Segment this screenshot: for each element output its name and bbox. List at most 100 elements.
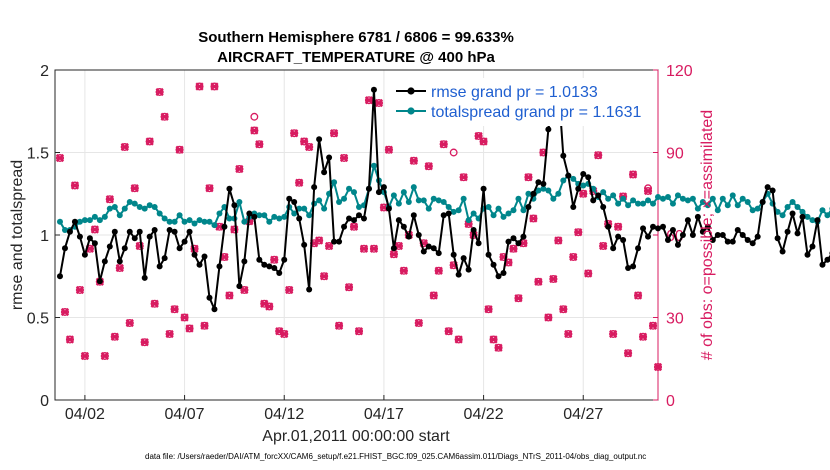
rmse-point xyxy=(326,154,333,161)
totalspread-point xyxy=(355,203,362,210)
obs-assimilated-marker xyxy=(130,184,139,193)
totalspread-point xyxy=(281,213,288,220)
obs-assimilated-marker xyxy=(339,153,349,163)
totalspread-point xyxy=(161,215,168,222)
obs-count-markers xyxy=(55,82,663,372)
rmse-point xyxy=(674,241,681,248)
rmse-point xyxy=(76,233,83,240)
rmse-point xyxy=(276,269,283,276)
obs-assimilated-marker xyxy=(524,173,533,182)
rmse-point xyxy=(560,152,567,159)
obs-assimilated-marker xyxy=(509,244,518,253)
rmse-point xyxy=(291,199,298,205)
rmse-point xyxy=(445,210,452,217)
obs-assimilated-marker xyxy=(160,112,169,121)
obs-assimilated-marker xyxy=(334,321,344,330)
totalspread-point xyxy=(719,195,726,202)
obs-assimilated-marker xyxy=(225,291,234,300)
totalspread-point xyxy=(236,199,243,205)
obs-assimilated-marker xyxy=(195,82,204,91)
obs-assimilated-marker xyxy=(315,236,324,245)
rmse-point xyxy=(196,261,203,268)
totalspread-point xyxy=(176,212,183,219)
totalspread-point xyxy=(171,218,178,225)
rmse-point xyxy=(724,238,731,245)
rmse-point xyxy=(211,306,218,313)
legend: rmse grand pr = 1.0133 totalspread grand… xyxy=(390,78,648,126)
rmse-point xyxy=(206,294,213,301)
totalspread-point xyxy=(799,208,806,215)
rmse-point xyxy=(779,248,786,255)
obs-assimilated-marker xyxy=(484,305,493,314)
rmse-point xyxy=(729,238,736,245)
totalspread-point xyxy=(181,218,188,225)
totalspread-point xyxy=(306,212,313,219)
obs-assimilated-marker xyxy=(414,318,423,328)
obs-assimilated-marker xyxy=(265,302,274,311)
rmse-point xyxy=(575,185,582,192)
rmse-point xyxy=(171,228,178,235)
totalspread-point xyxy=(435,197,442,204)
y-tick-label: 0.5 xyxy=(27,311,49,328)
rmse-point xyxy=(61,245,68,252)
rmse-point xyxy=(56,273,63,280)
obs-assimilated-marker xyxy=(459,173,468,182)
rmse-point xyxy=(759,199,766,205)
rmse-point xyxy=(505,238,512,245)
totalspread-point xyxy=(151,203,158,210)
rmse-point xyxy=(520,233,527,240)
obs-assimilated-marker xyxy=(125,318,134,328)
rmse-point xyxy=(485,251,492,258)
obs-assimilated-marker xyxy=(434,266,443,275)
rmse-point xyxy=(321,169,328,176)
legend-rmse-label: rmse grand pr = 1.0133 xyxy=(431,84,598,101)
totalspread-point xyxy=(336,199,343,205)
totalspread-point xyxy=(156,210,163,217)
obs-assimilated-marker xyxy=(255,140,264,149)
rmse-point xyxy=(650,223,657,230)
totalspread-point xyxy=(490,212,497,219)
obs-assimilated-marker xyxy=(110,332,119,341)
totalspread-point xyxy=(650,200,657,207)
totalspread-point xyxy=(191,220,198,227)
rmse-point xyxy=(156,263,163,270)
totalspread-point xyxy=(196,217,203,224)
totalspread-point xyxy=(555,190,562,197)
totalspread-point xyxy=(111,203,118,210)
rmse-point xyxy=(525,203,532,210)
rmse-point xyxy=(490,261,497,268)
totalspread-point xyxy=(390,192,397,199)
totalspread-point xyxy=(620,195,627,202)
rmse-point xyxy=(336,238,343,245)
obs-assimilated-marker xyxy=(633,291,643,300)
obs-assimilated-marker xyxy=(70,181,80,190)
obs-assimilated-marker xyxy=(369,244,379,253)
totalspread-point xyxy=(625,202,632,209)
obs-possible-marker xyxy=(250,112,259,121)
obs-assimilated-marker xyxy=(205,184,214,193)
obs-assimilated-marker xyxy=(529,214,538,223)
rmse-point xyxy=(719,232,726,238)
rmse-point xyxy=(645,233,652,240)
rmse-point xyxy=(664,236,671,243)
rmse-point xyxy=(331,238,338,245)
rmse-point xyxy=(126,228,133,235)
rmse-point xyxy=(804,251,811,258)
obs-assimilated-marker xyxy=(200,321,209,330)
totalspread-point xyxy=(659,195,666,202)
x-tick-label: 04/12 xyxy=(264,406,304,423)
rmse-point xyxy=(226,185,233,192)
totalspread-point xyxy=(276,215,283,222)
rmse-point xyxy=(241,258,248,265)
rmse-point xyxy=(365,185,372,192)
rmse-point xyxy=(659,223,666,230)
totalspread-point xyxy=(664,194,671,201)
x-tick-label: 04/07 xyxy=(165,406,205,423)
right-tick-label: 120 xyxy=(666,63,693,80)
y-tick-label: 1.5 xyxy=(27,146,49,163)
rmse-point xyxy=(784,228,791,235)
totalspread-point xyxy=(266,218,273,225)
obs-assimilated-marker xyxy=(325,241,334,251)
rmse-point xyxy=(689,232,696,238)
totalspread-point xyxy=(126,199,133,205)
